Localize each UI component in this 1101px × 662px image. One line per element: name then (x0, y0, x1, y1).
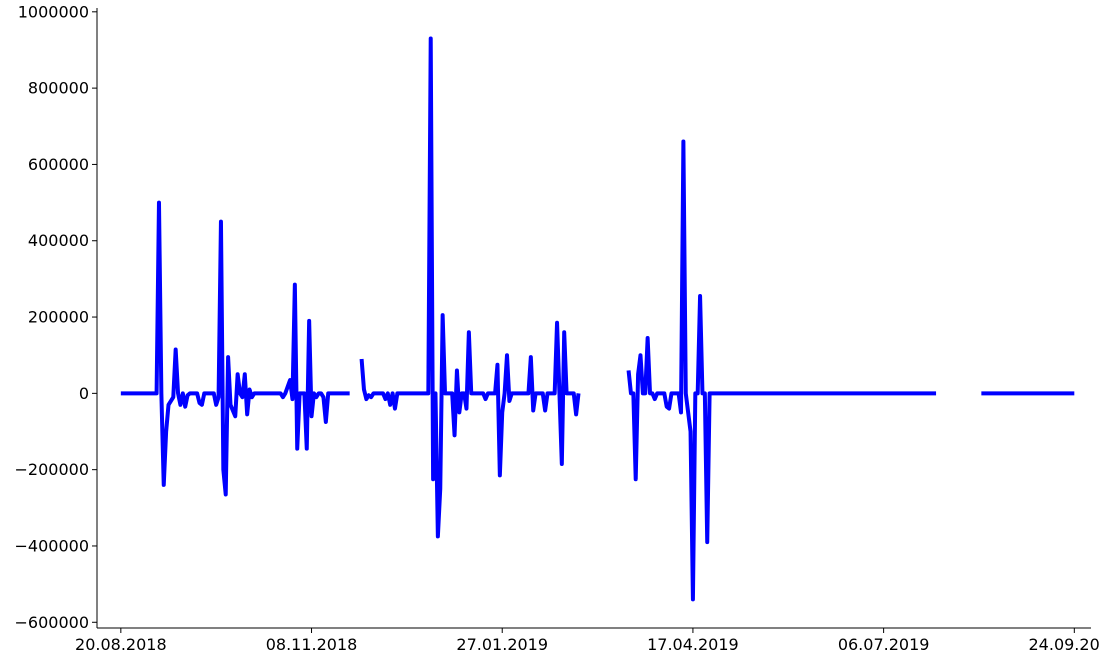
x-axis-ticks: 20.08.2018 08.11.2018 27.01.2019 17.04.2019… (75, 628, 1101, 654)
series-line-segment (120, 200, 350, 497)
series-line-segment (359, 36, 581, 539)
series-layer (120, 36, 1075, 602)
y-tick-label: 1000000 (18, 2, 89, 21)
plot-area (120, 36, 1075, 602)
series-line-segment (626, 139, 937, 602)
x-tick-label: 06.07.2019 (838, 635, 930, 654)
y-tick-label: 800000 (28, 79, 89, 98)
y-tick-label: 400000 (28, 231, 89, 250)
y-tick-label: 200000 (28, 308, 89, 327)
y-tick-label: 600000 (28, 155, 89, 174)
y-axis-ticks: −600000 −400000 −200000 0 200000 400000 600000… (15, 2, 97, 632)
x-tick-label: 24.09.2019 (1029, 635, 1101, 654)
x-tick-label: 27.01.2019 (456, 635, 548, 654)
x-tick-label: 08.11.2018 (266, 635, 358, 654)
x-tick-label: 20.08.2018 (75, 635, 167, 654)
y-tick-label: −200000 (15, 460, 89, 479)
x-tick-label: 17.04.2019 (647, 635, 739, 654)
y-tick-label: 0 (79, 384, 89, 403)
y-tick-label: −600000 (15, 613, 89, 632)
y-tick-label: −400000 (15, 536, 89, 555)
